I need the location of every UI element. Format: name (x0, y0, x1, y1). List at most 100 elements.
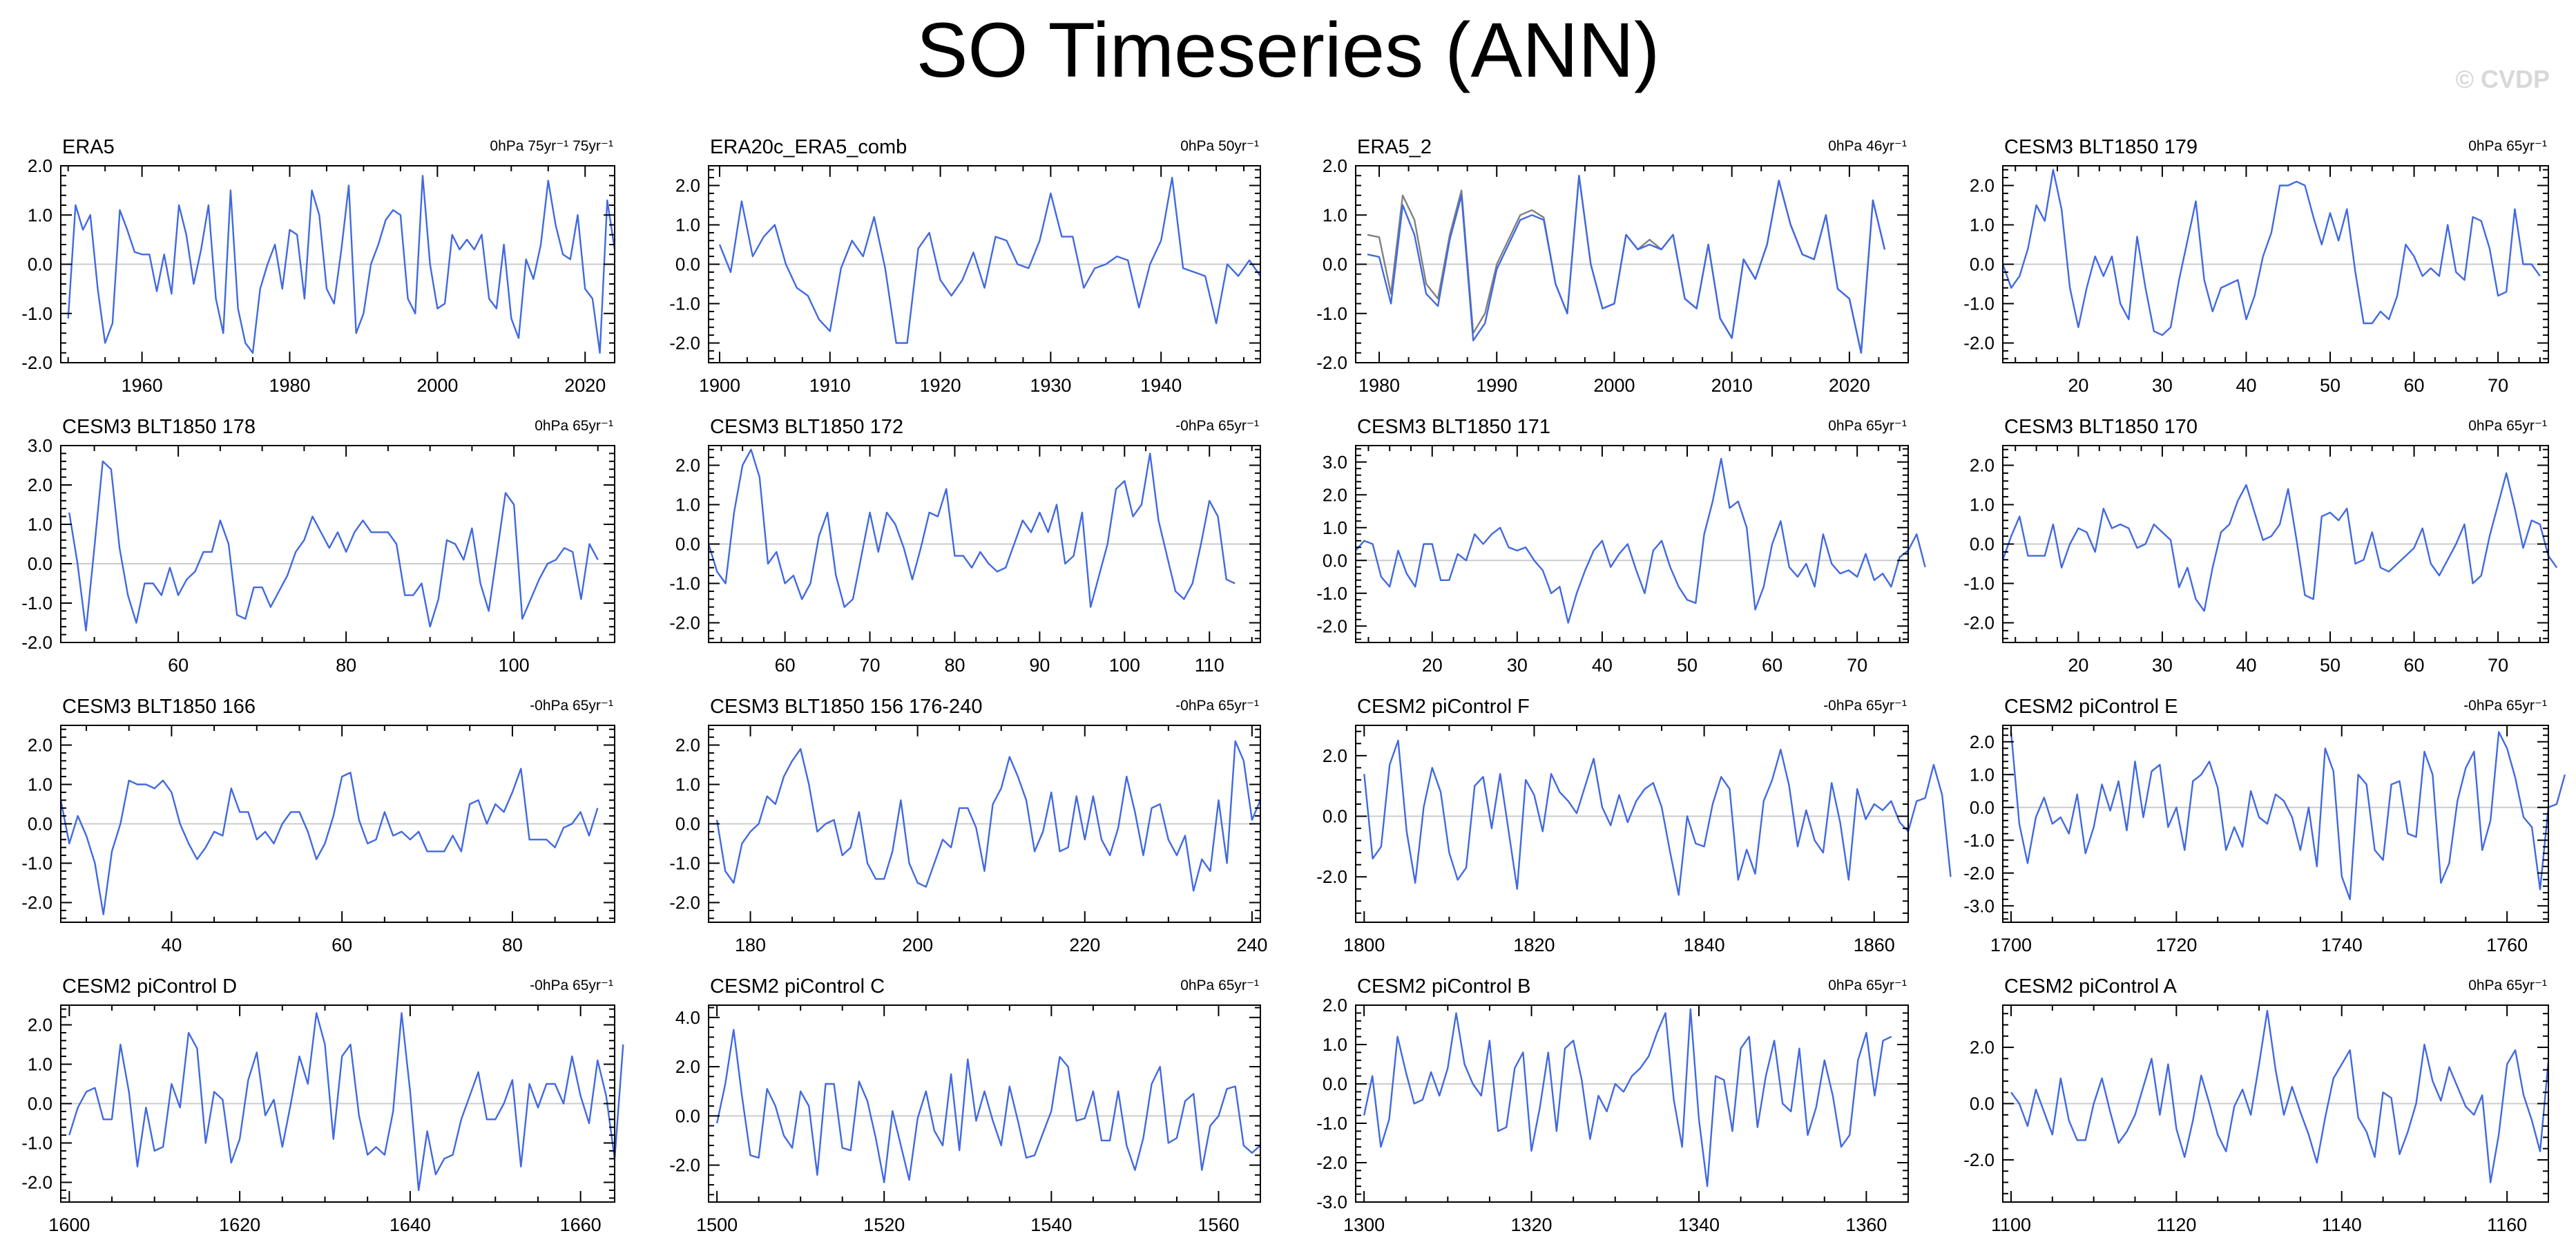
y-tick-label: 2.0 (1323, 995, 1347, 1016)
panel-annotation: 0hPa 50yr⁻¹ (1180, 138, 1259, 154)
y-tick-label: 0.0 (1970, 1094, 1995, 1114)
panel-title: ERA5 (62, 136, 115, 158)
panel-title: CESM3 BLT1850 156 176-240 (710, 696, 982, 718)
y-tick-label: 3.0 (1323, 452, 1347, 473)
x-tick-label: 1160 (2487, 1214, 2527, 1235)
y-tick-label: 1.0 (675, 774, 700, 795)
timeseries-panel: 1980 1990 2000 2010 2020 -2.0 -1.0 0.0 1.0 2.0 ERA… (1316, 136, 1909, 396)
x-tick-label: 1300 (1343, 1214, 1385, 1235)
timeseries-panel: 1700 1720 1740 1760 -3.0 -2.0 -1.0 0.0 1.0 2.0 CES… (1963, 696, 2566, 955)
x-tick-label: 1540 (1030, 1214, 1072, 1235)
y-tick-label: -2.0 (1316, 616, 1347, 636)
y-tick-label: 1.0 (1323, 204, 1347, 225)
x-tick-label: 1820 (1513, 935, 1555, 955)
panel-annotation: 0hPa 65yr⁻¹ (1828, 418, 1907, 434)
plot-frame (1355, 725, 1909, 923)
series-line (1355, 457, 1926, 624)
x-tick-label: 220 (1069, 935, 1100, 955)
panel-title: CESM3 BLT1850 166 (62, 696, 256, 718)
x-tick-label: 50 (2320, 375, 2340, 396)
series-line (59, 768, 599, 915)
x-tick-label: 1980 (269, 375, 310, 396)
y-tick-label: 0.0 (1323, 1074, 1347, 1094)
x-tick-label: 180 (735, 935, 766, 955)
x-tick-label: 70 (1847, 655, 1867, 676)
x-tick-label: 1940 (1140, 375, 1182, 396)
y-tick-label: 2.0 (1323, 745, 1347, 766)
x-tick-label: 1860 (1854, 935, 1895, 955)
series-line (2001, 472, 2558, 612)
panel-annotation: 0hPa 65yr⁻¹ (2468, 418, 2547, 434)
panel-title: CESM2 piControl C (710, 975, 885, 998)
x-tick-label: 2000 (416, 375, 458, 396)
timeseries-panel: 20 30 40 50 60 70 -2.0 -1.0 0.0 1.0 2.0 3.0 CESM3 BL… (1316, 416, 1926, 676)
series-line (2010, 731, 2566, 901)
y-tick-label: 2.0 (675, 735, 700, 756)
panel-title: CESM2 piControl B (1357, 975, 1530, 998)
timeseries-panel: 1100 1120 1140 1160 -2.0 0.0 2.0 CESM2 piContro… (1963, 975, 2550, 1235)
panel-annotation: -0hPa 65yr⁻¹ (1823, 698, 1907, 714)
x-tick-label: 1760 (2486, 935, 2528, 955)
x-tick-label: 40 (2236, 655, 2256, 676)
cvdp-watermark: © CVDP (2455, 65, 2550, 93)
x-tick-label: 1930 (1030, 375, 1071, 396)
panel-annotation: 0hPa 65yr⁻¹ (1828, 978, 1907, 993)
y-tick-label: 1.0 (1970, 764, 1995, 785)
panel-title: CESM2 piControl E (2004, 696, 2178, 718)
y-tick-label: 2.0 (28, 155, 52, 176)
x-tick-label: 110 (1195, 655, 1224, 676)
x-tick-label: 1500 (696, 1214, 738, 1235)
y-tick-label: -2.0 (669, 1155, 700, 1176)
panel-title: CESM2 piControl F (1357, 696, 1530, 718)
y-tick-label: -2.0 (1316, 1152, 1347, 1173)
x-tick-label: 200 (902, 935, 933, 955)
series-line (715, 1029, 1261, 1183)
y-tick-label: 0.0 (1970, 534, 1995, 555)
x-tick-label: 1990 (1476, 375, 1517, 396)
y-tick-label: 2.0 (1970, 175, 1995, 196)
x-tick-label: 70 (2488, 655, 2508, 676)
plot-frame (60, 445, 615, 643)
timeseries-panel: 1500 1520 1540 1560 -2.0 0.0 2.0 4.0 CESM2 piCon… (669, 975, 1261, 1235)
timeseries-panel: 20 30 40 50 60 70 -2.0 -1.0 0.0 1.0 2.0 CESM3 BLT18… (1963, 416, 2558, 676)
y-tick-label: 0.0 (28, 1094, 52, 1114)
y-tick-label: 2.0 (1323, 484, 1347, 505)
panel-annotation: -0hPa 65yr⁻¹ (530, 978, 613, 993)
x-tick-label: 1960 (122, 375, 163, 396)
panel-title: ERA5_2 (1357, 136, 1432, 158)
timeseries-panel: 1900 1910 1920 1930 1940 -2.0 -1.0 0.0 1.0 2.0 ERA… (669, 136, 1261, 396)
timeseries-panel: 1960 1980 2000 2020 -2.0 -1.0 0.0 1.0 2.0 ERA5 0hP… (21, 136, 616, 396)
x-tick-label: 20 (2068, 375, 2088, 396)
panel-title: CESM2 piControl D (62, 975, 237, 998)
x-tick-label: 1520 (863, 1214, 905, 1235)
plot-frame (2002, 725, 2549, 923)
x-tick-label: 100 (499, 655, 530, 676)
y-tick-label: -1.0 (21, 853, 52, 874)
x-tick-label: 2010 (1711, 375, 1753, 396)
x-tick-label: 1120 (2156, 1214, 2196, 1235)
x-tick-label: 2020 (564, 375, 606, 396)
x-tick-label: 1640 (390, 1214, 431, 1235)
x-tick-label: 80 (944, 655, 965, 676)
y-tick-label: -1.0 (669, 294, 700, 314)
y-tick-label: 0.0 (28, 553, 52, 574)
y-tick-label: 1.0 (675, 495, 700, 515)
x-tick-label: 1320 (1511, 1214, 1553, 1235)
page-title: SO Timeseries (ANN) (916, 7, 1660, 93)
y-tick-label: 1.0 (28, 204, 52, 225)
x-tick-label: 1840 (1684, 935, 1725, 955)
panel-annotation: 0hPa 75yr⁻¹ 75yr⁻¹ (490, 138, 613, 154)
y-tick-label: 1.0 (1970, 215, 1995, 236)
series-line (68, 460, 599, 632)
x-tick-label: 50 (1677, 655, 1698, 676)
x-tick-label: 1360 (1845, 1214, 1887, 1235)
x-tick-label: 1910 (809, 375, 851, 396)
x-tick-label: 60 (1762, 655, 1782, 676)
y-tick-label: 1.0 (28, 1054, 52, 1075)
panel-annotation: 0hPa 65yr⁻¹ (2468, 138, 2547, 154)
y-tick-label: 2.0 (675, 455, 700, 476)
x-tick-label: 1900 (699, 375, 740, 396)
y-tick-label: -2.0 (1963, 333, 1995, 354)
x-tick-label: 40 (1592, 655, 1613, 676)
y-tick-label: -2.0 (669, 613, 700, 633)
